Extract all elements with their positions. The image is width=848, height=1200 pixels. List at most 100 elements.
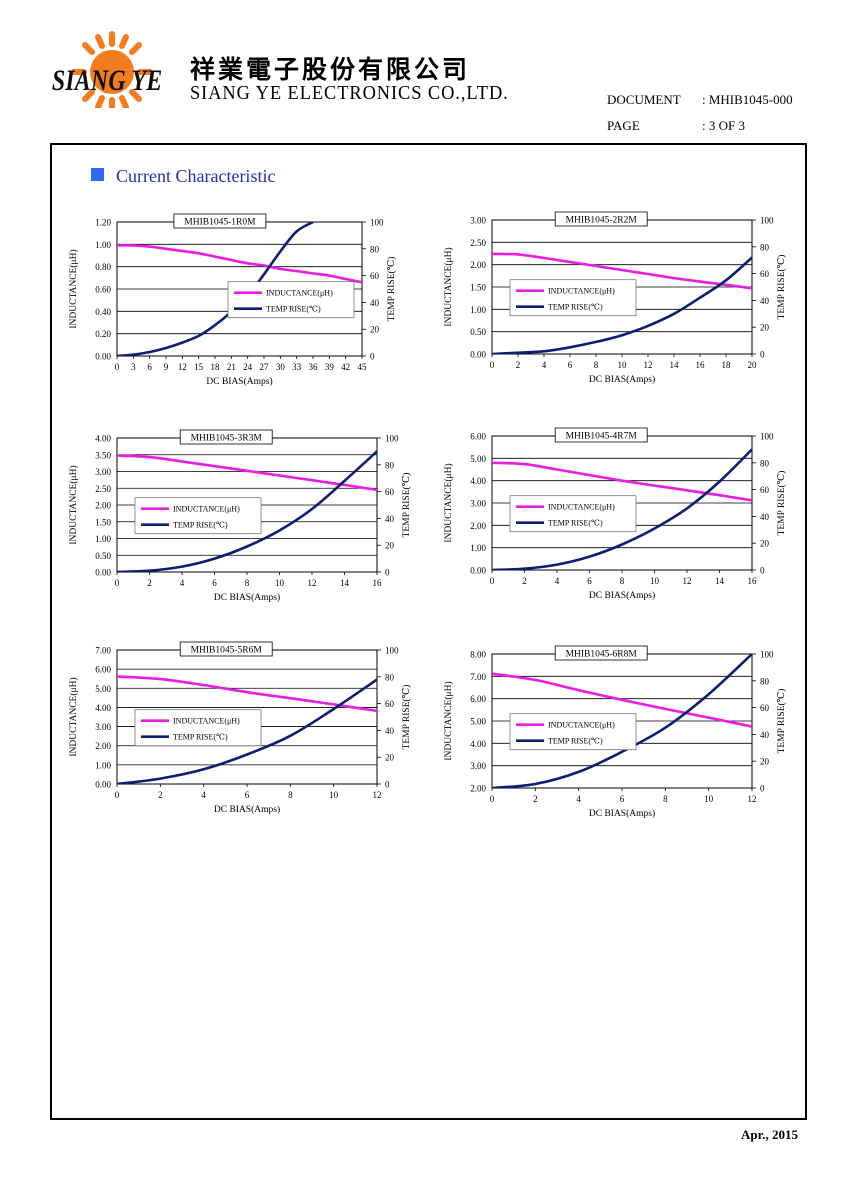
legend-box [134, 497, 262, 535]
y2-tick-label: 0 [385, 780, 390, 790]
x-tick-label: 10 [618, 360, 628, 370]
y2-tick-label: 100 [760, 216, 774, 226]
chart-1r0m: 0.000.200.400.600.801.001.20020406080100… [68, 213, 397, 387]
y2-tick-label: 80 [370, 244, 380, 254]
x-tick-label: 16 [696, 360, 706, 370]
x-tick-label: 2 [147, 578, 152, 588]
chart-title-box [554, 645, 648, 661]
y-tick-label: 2.00 [470, 260, 486, 270]
y2-tick-label: 40 [385, 514, 395, 524]
y-tick-label: 2.00 [95, 501, 111, 511]
y2-axis-label: TEMP RISE(℃) [401, 473, 412, 538]
y2-tick-label: 40 [385, 726, 395, 736]
legend-box [509, 279, 637, 317]
legend-inductance-label: INDUCTANCE(μH) [266, 289, 333, 298]
inductance-series-line [492, 672, 752, 728]
x-tick-label: 2 [158, 790, 163, 800]
x-axis-label: DC BIAS(Amps) [206, 376, 272, 387]
inductance-series-line [117, 675, 377, 713]
chart-2r2m: 0.000.501.001.502.002.503.00020406080100… [443, 211, 787, 385]
x-tick-label: 16 [373, 578, 383, 588]
y-tick-label: 0.60 [95, 285, 111, 295]
y2-tick-label: 100 [385, 434, 399, 444]
x-axis-label: DC BIAS(Amps) [589, 590, 655, 601]
page-value: : 3 OF 3 [702, 118, 745, 133]
chart-title-box [554, 427, 648, 443]
y-tick-label: 6.00 [470, 432, 486, 442]
legend-temp-label: TEMP RISE(℃) [548, 303, 603, 312]
legend-box [134, 709, 262, 747]
x-tick-label: 33 [292, 362, 302, 372]
x-tick-label: 24 [243, 362, 253, 372]
x-tick-label: 14 [670, 360, 680, 370]
y2-tick-label: 20 [370, 325, 380, 335]
chart-3r3m: 0.000.501.001.502.002.503.003.504.000204… [68, 429, 412, 603]
legend-inductance-label: INDUCTANCE(μH) [173, 717, 240, 726]
legend-inductance-label: INDUCTANCE(μH) [548, 721, 615, 730]
y2-tick-label: 40 [370, 298, 380, 308]
x-tick-label: 12 [683, 576, 692, 586]
y-tick-label: 5.00 [470, 717, 486, 727]
x-tick-label: 6 [147, 362, 152, 372]
legend-box [227, 281, 355, 319]
y-tick-label: 5.00 [95, 684, 111, 694]
y2-tick-label: 0 [385, 568, 390, 578]
y2-tick-label: 80 [760, 242, 770, 252]
y2-tick-label: 60 [370, 271, 380, 281]
y-axis-label: INDUCTANCE(μH) [68, 465, 79, 544]
y-tick-label: 3.00 [95, 467, 111, 477]
x-tick-label: 4 [576, 794, 581, 804]
document-label: DOCUMENT [607, 92, 681, 107]
chart-title: MHIB1045-1R0M [184, 218, 256, 228]
x-tick-label: 42 [341, 362, 350, 372]
y-tick-label: 1.00 [95, 240, 111, 250]
y2-tick-label: 60 [385, 487, 395, 497]
y-tick-label: 3.00 [470, 216, 486, 226]
x-tick-label: 4 [542, 360, 547, 370]
x-tick-label: 0 [490, 360, 495, 370]
company-logo: SIANG YE [52, 31, 162, 108]
y-tick-label: 1.20 [95, 218, 111, 228]
x-tick-label: 10 [704, 794, 714, 804]
chart-title: MHIB1045-3R3M [191, 434, 263, 444]
y2-tick-label: 60 [760, 269, 770, 279]
y2-tick-label: 80 [385, 672, 395, 682]
x-tick-label: 14 [715, 576, 725, 586]
chart-5r6m: 0.001.002.003.004.005.006.007.0002040608… [68, 641, 412, 815]
y-tick-label: 4.00 [470, 739, 486, 749]
y-axis-label: INDUCTANCE(μH) [443, 463, 454, 542]
y-tick-label: 6.00 [470, 694, 486, 704]
legend-box [509, 713, 637, 751]
x-tick-label: 30 [276, 362, 286, 372]
y-tick-label: 0.00 [470, 350, 486, 360]
y2-tick-label: 0 [760, 784, 765, 794]
chart-title: MHIB1045-4R7M [566, 432, 638, 442]
y-tick-label: 4.00 [95, 703, 111, 713]
y2-tick-label: 20 [760, 757, 770, 767]
x-tick-label: 0 [115, 362, 120, 372]
y-tick-label: 0.50 [470, 327, 486, 337]
y-tick-label: 0.00 [95, 568, 111, 578]
y-tick-label: 4.00 [95, 434, 111, 444]
y2-tick-label: 40 [760, 512, 770, 522]
chart-6r8m: 2.003.004.005.006.007.008.00020406080100… [443, 645, 787, 819]
chart-title-box [179, 641, 273, 657]
temp-rise-series-line [492, 654, 752, 788]
y2-tick-label: 20 [385, 753, 395, 763]
temp-rise-series-line [492, 256, 752, 354]
document-value: : MHIB1045-000 [702, 92, 793, 107]
y-tick-label: 2.50 [470, 238, 486, 248]
y-tick-label: 1.50 [470, 283, 486, 293]
y-tick-label: 0.80 [95, 262, 111, 272]
temp-rise-series-line [492, 448, 752, 570]
y2-tick-label: 100 [385, 646, 399, 656]
logo-wordmark: SIANG YE [52, 63, 162, 96]
y-tick-label: 7.00 [95, 646, 111, 656]
x-tick-label: 18 [211, 362, 221, 372]
y-tick-label: 0.00 [95, 780, 111, 790]
y2-axis-label: TEMP RISE(℃) [401, 685, 412, 750]
y2-tick-label: 60 [385, 699, 395, 709]
y-tick-label: 3.00 [470, 499, 486, 509]
legend-box [509, 495, 637, 533]
y-tick-label: 2.00 [470, 521, 486, 531]
